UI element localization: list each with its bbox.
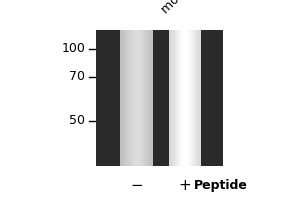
Text: −: − — [130, 178, 143, 192]
Text: 70: 70 — [70, 71, 86, 84]
Text: Peptide: Peptide — [194, 178, 247, 192]
Bar — [120, 30, 153, 166]
Bar — [169, 30, 201, 166]
Text: 50: 50 — [70, 114, 86, 128]
Text: 100: 100 — [61, 43, 85, 55]
Bar — [153, 30, 169, 166]
Bar — [120, 76, 153, 84]
Bar — [201, 30, 223, 166]
Bar — [122, 79, 151, 83]
Text: +: + — [179, 178, 191, 192]
Text: mouse brain: mouse brain — [159, 0, 223, 16]
Bar — [96, 30, 120, 166]
